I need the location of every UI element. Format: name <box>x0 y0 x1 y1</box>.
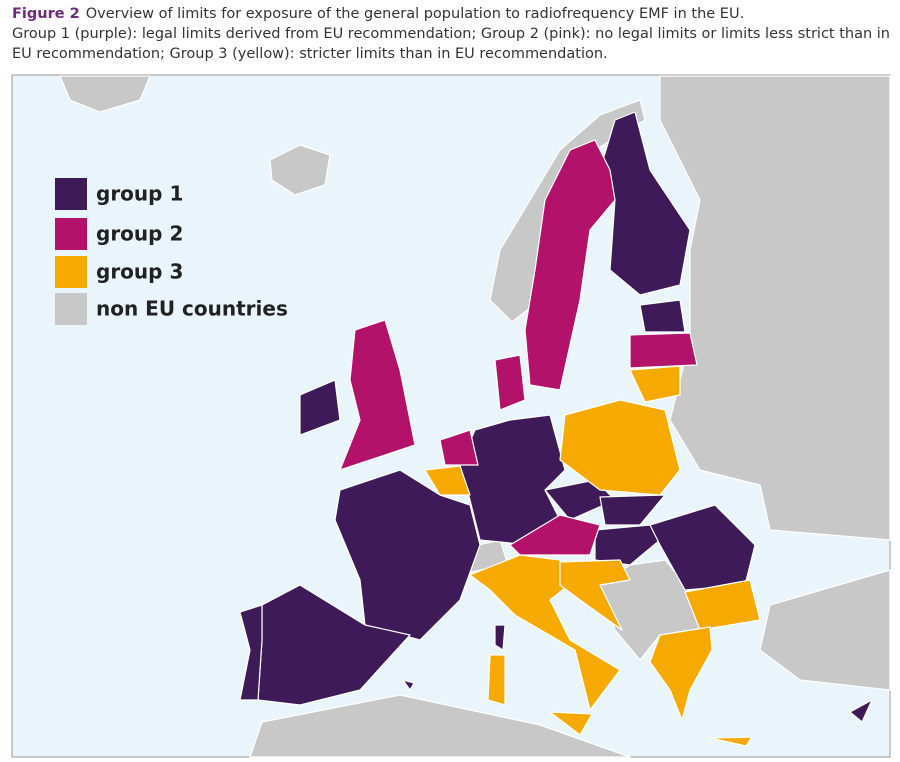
poland <box>559 399 681 496</box>
slovenia-croatia <box>559 559 631 631</box>
legend-swatch <box>55 218 87 250</box>
figure-description: Group 1 (purple): legal limits derived f… <box>12 26 891 62</box>
latvia <box>629 332 698 369</box>
legend-swatch <box>55 256 87 288</box>
legend-label: non EU countries <box>96 297 288 321</box>
sardinia <box>487 654 506 706</box>
east-region <box>659 75 891 541</box>
legend-label: group 3 <box>96 260 183 284</box>
united-kingdom <box>339 319 416 471</box>
italy <box>469 554 621 711</box>
greece <box>649 626 713 721</box>
netherlands <box>439 429 479 466</box>
legend-swatch <box>55 293 87 325</box>
north-africa <box>249 694 631 758</box>
corsica <box>494 624 506 651</box>
malta <box>402 679 415 691</box>
lithuania <box>629 365 681 403</box>
iceland <box>269 144 331 196</box>
belgium <box>424 465 471 496</box>
austria <box>509 514 601 556</box>
caption: Figure 2 Overview of limits for exposure … <box>12 4 892 64</box>
bulgaria <box>684 579 761 631</box>
figure-label: Figure 2 <box>12 6 80 22</box>
turkey <box>759 569 891 691</box>
legend-swatch <box>55 178 87 210</box>
ireland <box>299 379 341 436</box>
legend: group 1 group 2 group 3 non EU countries <box>55 178 288 325</box>
slovakia <box>599 494 666 526</box>
legend-label: group 2 <box>96 222 183 246</box>
cyprus <box>849 699 873 723</box>
sweden <box>524 139 616 391</box>
hungary <box>594 524 661 566</box>
crete <box>709 736 753 747</box>
greenland <box>59 75 151 113</box>
figure-title: Overview of limits for exposure of the g… <box>85 6 745 22</box>
countries <box>59 75 891 758</box>
legend-label: group 1 <box>96 182 183 206</box>
portugal <box>239 604 263 701</box>
france <box>334 469 481 641</box>
sicily <box>549 711 593 736</box>
denmark <box>494 354 526 411</box>
estonia <box>639 299 686 333</box>
